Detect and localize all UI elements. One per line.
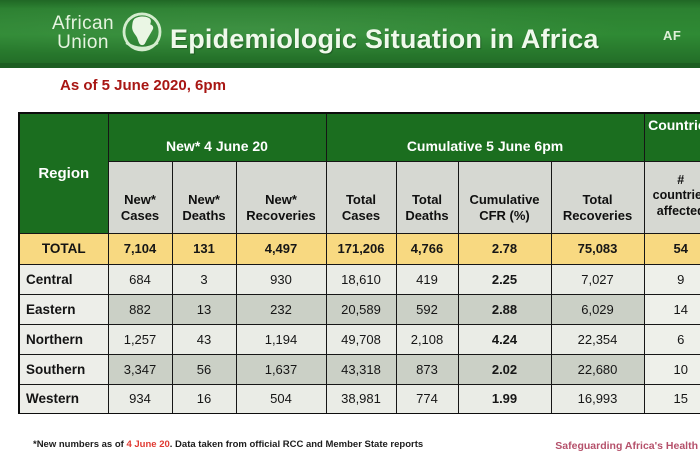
countries-group-header: Countries [643, 112, 700, 162]
cell-new-cases: 1,257 [107, 323, 173, 355]
new-recoveries-header: New* Recoveries [235, 160, 327, 234]
cell-new-deaths: 43 [171, 323, 237, 355]
table-row-total: TOTAL 7,104 131 4,497 171,206 4,766 2.78… [18, 232, 700, 265]
cell-new-cases: 882 [107, 293, 173, 325]
cell-total-recoveries: 22,354 [550, 323, 645, 355]
cell-new-cases: 934 [107, 383, 173, 414]
cell-new-cases: 684 [107, 263, 173, 295]
logo-line-union: Union [57, 32, 109, 53]
cell-new-recoveries: 930 [235, 263, 327, 295]
total-cases-header: Total Cases [325, 160, 397, 234]
page-title: Epidemiologic Situation in Africa [170, 24, 599, 54]
total-new-cases: 7,104 [107, 232, 173, 265]
table-row-eastern: Eastern 882 13 232 20,589 592 2.88 6,029… [18, 293, 700, 325]
cell-total-deaths: 2,108 [395, 323, 459, 355]
cell-countries-affected: 14 [643, 293, 700, 325]
cell-new-cases: 3,347 [107, 353, 173, 385]
cell-new-recoveries: 232 [235, 293, 327, 325]
cell-cfr: 2.25 [457, 263, 552, 295]
cell-total-cases: 43,318 [325, 353, 397, 385]
cell-new-deaths: 13 [171, 293, 237, 325]
cell-total-cases: 20,589 [325, 293, 397, 325]
cell-total-recoveries: 7,027 [550, 263, 645, 295]
total-total-cases: 171,206 [325, 232, 397, 265]
cell-new-deaths: 56 [171, 353, 237, 385]
african-union-emblem-icon [122, 12, 162, 52]
cell-total-recoveries: 22,680 [550, 353, 645, 385]
cell-total-cases: 49,708 [325, 323, 397, 355]
epidemiology-table-container: Region New* 4 June 20 Cumulative 5 June … [18, 112, 700, 414]
cell-cfr: 4.24 [457, 323, 552, 355]
cell-cfr: 1.99 [457, 383, 552, 414]
new-deaths-header: New* Deaths [171, 160, 237, 234]
total-total-deaths: 4,766 [395, 232, 459, 265]
cumulative-group-header: Cumulative 5 June 6pm [325, 112, 645, 162]
cell-countries-affected: 9 [643, 263, 700, 295]
column-header-row: New* Cases New* Deaths New* Recoveries T… [19, 160, 700, 234]
region-label: Northern [18, 323, 109, 355]
cell-total-recoveries: 16,993 [550, 383, 645, 414]
cumulative-cfr-header: Cumulative CFR (%) [457, 160, 552, 234]
header-banner: African Union Epidemiologic Situation in… [0, 0, 700, 68]
cell-new-recoveries: 1,637 [235, 353, 327, 385]
partner-text-clipped: AF [663, 28, 682, 43]
cell-total-recoveries: 6,029 [550, 293, 645, 325]
cell-total-deaths: 774 [395, 383, 459, 414]
cell-countries-affected: 15 [643, 383, 700, 414]
table-row-western: Western 934 16 504 38,981 774 1.99 16,99… [18, 383, 700, 414]
cell-total-deaths: 873 [395, 353, 459, 385]
total-countries-affected: 54 [643, 232, 700, 265]
total-total-recoveries: 75,083 [550, 232, 645, 265]
cell-new-deaths: 3 [171, 263, 237, 295]
cell-cfr: 2.88 [457, 293, 552, 325]
new-group-header: New* 4 June 20 [107, 112, 327, 162]
region-label: Eastern [18, 293, 109, 325]
total-new-recoveries: 4,497 [235, 232, 327, 265]
cell-new-recoveries: 1,194 [235, 323, 327, 355]
footnote-date: 4 June 20 [126, 439, 170, 450]
region-label: Western [18, 383, 109, 414]
group-header-row: Region New* 4 June 20 Cumulative 5 June … [18, 112, 700, 234]
safeguarding-tagline: Safeguarding Africa's Health [555, 440, 698, 452]
table-row-southern: Southern 3,347 56 1,637 43,318 873 2.02 … [18, 353, 700, 385]
total-recoveries-header: Total Recoveries [550, 160, 645, 234]
total-cfr: 2.78 [457, 232, 552, 265]
cell-total-deaths: 592 [395, 293, 459, 325]
cell-cfr: 2.02 [457, 353, 552, 385]
cell-total-deaths: 419 [395, 263, 459, 295]
logo-line-african: African [52, 12, 114, 34]
cell-new-recoveries: 504 [235, 383, 327, 414]
table-row-northern: Northern 1,257 43 1,194 49,708 2,108 4.2… [18, 323, 700, 355]
footnote: *New numbers as of 4 June 20. Data taken… [33, 439, 423, 450]
as-of-date: As of 5 June 2020, 6pm [60, 77, 226, 94]
footnote-prefix: *New numbers as of [33, 439, 127, 450]
region-label: Central [18, 263, 109, 295]
total-deaths-header: Total Deaths [395, 160, 459, 234]
region-column-header: Region [18, 112, 109, 234]
cell-new-deaths: 16 [171, 383, 237, 414]
new-cases-header: New* Cases [107, 160, 173, 234]
cell-countries-affected: 10 [643, 353, 700, 385]
table-row-central: Central 684 3 930 18,610 419 2.25 7,027 … [18, 263, 700, 295]
cell-total-cases: 18,610 [325, 263, 397, 295]
epidemiology-table: Region New* 4 June 20 Cumulative 5 June … [18, 112, 700, 414]
cell-countries-affected: 6 [643, 323, 700, 355]
region-label: Southern [18, 353, 109, 385]
footnote-suffix: . Data taken from official RCC and Membe… [169, 439, 424, 450]
african-union-logo-text: African Union [52, 12, 114, 53]
total-new-deaths: 131 [171, 232, 237, 265]
countries-affected-header: # countries affected [643, 160, 700, 234]
cell-total-cases: 38,981 [325, 383, 397, 414]
region-label-total: TOTAL [18, 232, 109, 265]
african-union-logo: African Union [52, 9, 167, 57]
